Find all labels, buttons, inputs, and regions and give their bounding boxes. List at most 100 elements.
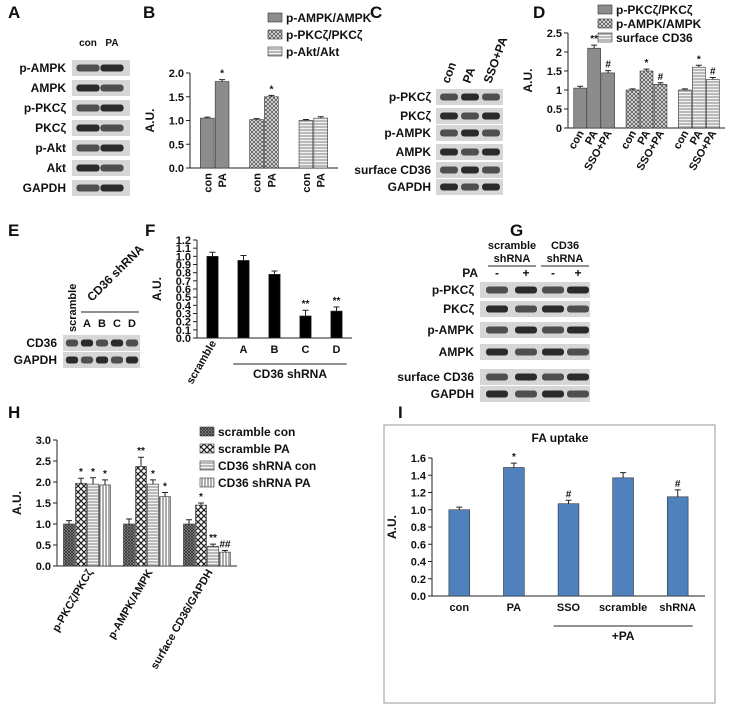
legend-swatch [199, 460, 215, 471]
blot-band [125, 356, 139, 364]
blot-band [440, 112, 458, 120]
y-tick-label: 1.2 [411, 488, 426, 500]
y-axis-label: A.U. [521, 69, 535, 93]
bar [214, 81, 230, 169]
y-axis-label: A.U. [10, 491, 24, 515]
panel-frame [383, 424, 716, 704]
legend-swatch [199, 477, 215, 488]
legend-swatch [267, 12, 283, 23]
lane-label: D [128, 318, 136, 330]
bar [206, 256, 219, 339]
blot-band [482, 183, 500, 191]
x-tick-label: PA [316, 173, 328, 188]
blot-band [80, 339, 94, 347]
blot-row-label: GAPDH [431, 387, 474, 401]
blot-band [567, 390, 589, 398]
panel-letter: F [145, 221, 155, 240]
bar [123, 523, 135, 567]
blot-band [461, 112, 479, 120]
group-label: shRNA [547, 253, 584, 265]
y-tick-label: 2.5 [36, 456, 51, 468]
blot-row-label: PKCζ [35, 121, 66, 135]
error-bar [510, 462, 517, 468]
bar [219, 551, 231, 567]
significance: * [645, 58, 649, 69]
bar [200, 117, 215, 169]
blot-row-label: p-AMPK [19, 61, 66, 75]
bar [207, 545, 219, 567]
significance: ** [333, 296, 341, 307]
bar [692, 66, 706, 129]
significance: # [658, 72, 664, 83]
y-tick-label: 0.9 [176, 260, 191, 272]
blot-band [76, 164, 100, 172]
lane-label: A [83, 318, 91, 330]
blot-band [110, 339, 124, 347]
bar [448, 509, 471, 597]
blot-band [100, 124, 124, 132]
error-bar [150, 479, 156, 485]
error-bar [681, 88, 688, 90]
y-tick-label: 0.5 [36, 540, 51, 552]
error-bar [66, 520, 72, 524]
blot-row-label: surface CD36 [354, 163, 431, 177]
blot-band [567, 305, 589, 313]
blot-row-label: p-AMPK [384, 126, 431, 140]
x-tick-label: p-PKCζ/PKCζ [50, 568, 95, 635]
error-bar [605, 70, 612, 73]
y-tick-label: 1.0 [36, 519, 51, 531]
x-tick-label: scramble [185, 339, 220, 387]
bar [135, 466, 147, 567]
legend-swatch [267, 46, 283, 57]
y-tick-label: 0.0 [169, 163, 184, 175]
blot-band [542, 305, 564, 313]
lane-label: con [79, 38, 97, 49]
error-bar [240, 255, 247, 261]
blot-band [567, 348, 589, 356]
bar [249, 119, 264, 169]
y-tick-label: 2.0 [169, 68, 184, 80]
blot-band [440, 129, 458, 137]
bar [557, 503, 580, 597]
error-bar [78, 477, 84, 484]
significance: # [675, 479, 681, 490]
error-bar [333, 306, 340, 312]
significance: # [710, 66, 716, 77]
bar [573, 87, 587, 129]
bar [313, 117, 328, 169]
treatment-label: PA [462, 266, 478, 280]
blot-band [95, 356, 109, 364]
x-tick-label: PA [507, 602, 522, 614]
blot-band [515, 286, 537, 294]
y-tick-label: 0 [556, 123, 562, 135]
significance: * [697, 54, 701, 65]
blot-band [461, 183, 479, 191]
error-bar [620, 472, 627, 478]
y-tick-label: 1.1 [176, 243, 191, 255]
bar [264, 96, 279, 169]
legend-swatch [267, 29, 283, 40]
blot-band [65, 356, 79, 364]
y-tick-label: 0.5 [547, 104, 562, 116]
legend-label: CD36 shRNA PA [218, 476, 311, 490]
error-bar [577, 85, 584, 89]
blot-row-label: CD36 [26, 336, 57, 350]
y-tick-label: 1.6 [411, 453, 426, 465]
x-tick-label: PA [217, 173, 229, 188]
y-tick-label: 0.3 [176, 309, 191, 321]
panel-letter: G [510, 221, 523, 240]
bar [706, 79, 720, 129]
y-tick-label: 1 [556, 85, 562, 97]
bar [298, 120, 314, 169]
x-tick-label: scramble [599, 602, 647, 614]
y-tick-label: 0.0 [176, 333, 191, 345]
treatment-sign: + [574, 266, 581, 280]
blot-band [440, 148, 458, 156]
blot-band [486, 348, 508, 356]
bar [678, 89, 692, 129]
legend-label: p-AMPK/AMPK [616, 17, 702, 31]
blot-band [461, 93, 479, 101]
blot-row-label: GAPDH [388, 180, 431, 194]
y-tick-label: 1.4 [411, 470, 427, 482]
